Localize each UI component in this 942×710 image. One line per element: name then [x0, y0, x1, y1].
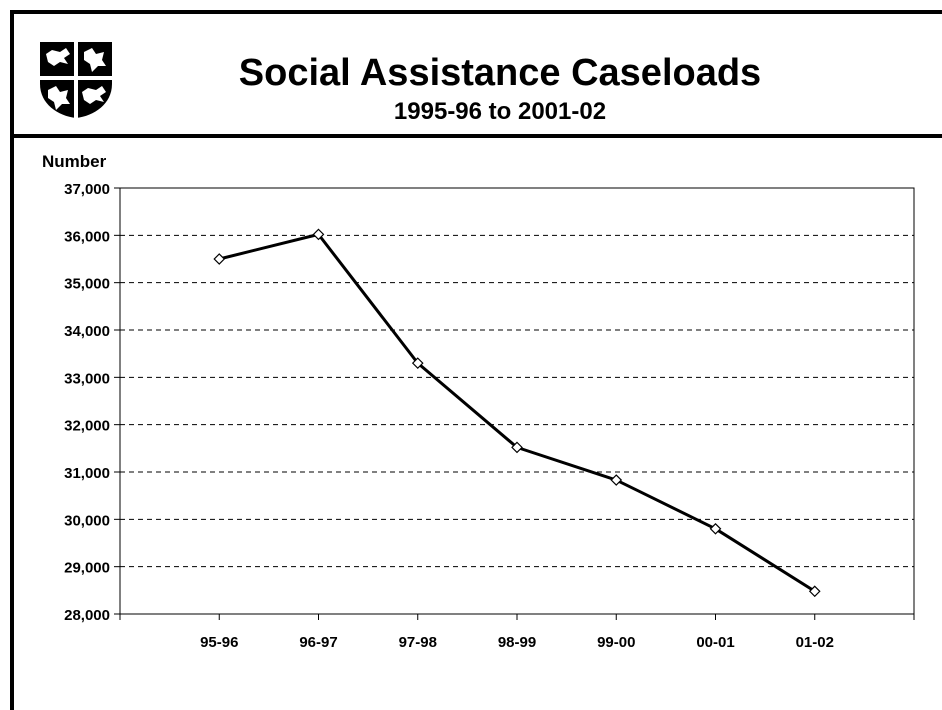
header-divider — [14, 134, 942, 138]
x-tick-label: 98-99 — [498, 634, 536, 651]
data-point — [511, 441, 523, 454]
x-tick-label: 01-02 — [796, 634, 834, 651]
y-tick-label: 34,000 — [64, 323, 110, 340]
plot-area — [119, 187, 915, 615]
chart-subtitle: 1995-96 to 2001-02 — [393, 98, 607, 125]
y-tick-label: 32,000 — [64, 418, 110, 435]
series-line — [218, 232, 816, 593]
x-tick-label: 97-98 — [399, 634, 437, 651]
y-tick-label: 37,000 — [64, 181, 110, 198]
y-tick-label: 35,000 — [64, 276, 110, 293]
y-tick-label: 33,000 — [64, 370, 110, 387]
y-tick-label: 36,000 — [64, 228, 110, 245]
y-tick-label: 28,000 — [64, 607, 110, 624]
data-point — [312, 228, 325, 241]
y-tick-label: 31,000 — [64, 465, 110, 482]
data-point — [610, 474, 623, 486]
y-tick-label: 30,000 — [64, 512, 110, 529]
data-point — [213, 253, 226, 265]
data-point — [411, 357, 424, 369]
x-tick-label: 96-97 — [299, 634, 337, 651]
y-axis-label: Number — [42, 152, 107, 171]
x-tick-label: 95-96 — [200, 634, 238, 651]
chart-frame — [10, 10, 942, 710]
coat-of-arms-icon — [40, 42, 112, 118]
data-point — [709, 522, 722, 535]
chart-title: Social Assistance Caseloads — [238, 52, 762, 94]
data-point — [808, 585, 821, 598]
y-tick-label: 29,000 — [64, 560, 110, 577]
x-tick-label: 99-00 — [597, 634, 635, 651]
x-tick-label: 00-01 — [696, 634, 734, 651]
